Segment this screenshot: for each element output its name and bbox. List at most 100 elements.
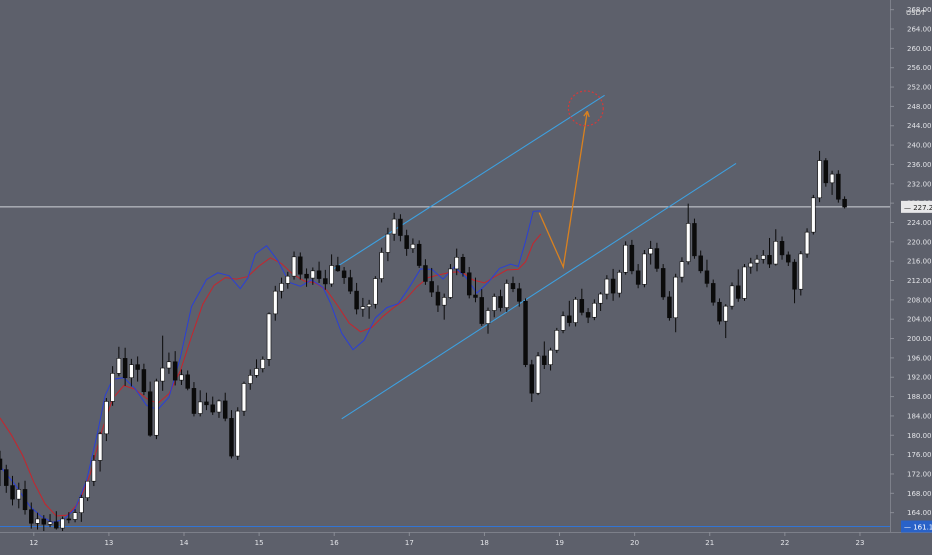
candle — [285, 271, 291, 289]
candle-body — [523, 301, 528, 365]
candle-body — [529, 364, 535, 394]
candle-body — [298, 256, 303, 275]
candle — [435, 285, 441, 312]
candle-body — [410, 243, 416, 249]
candle — [4, 464, 9, 493]
candle-body — [366, 303, 372, 307]
time-tick-label: 20 — [630, 539, 639, 547]
price-axis[interactable]: 164.00 168.00 172.00 176.00 180.00 184.00 188.… — [890, 6, 932, 517]
candle-body — [573, 299, 578, 323]
candle — [717, 298, 722, 325]
candle — [54, 511, 59, 530]
candle-body — [667, 296, 672, 319]
candle — [379, 247, 384, 283]
candle-body — [291, 256, 297, 277]
price-tick-label: 216.00 — [907, 258, 932, 266]
candle — [248, 369, 253, 390]
price-tick-label: 196.00 — [907, 354, 932, 362]
candle-body — [260, 359, 266, 369]
candle — [573, 296, 578, 327]
candle — [523, 298, 528, 368]
candle — [273, 285, 278, 321]
price-tick-label: 188.00 — [907, 393, 932, 401]
candle-body — [710, 283, 716, 303]
candle — [710, 279, 716, 306]
horizontal-lines-layer — [0, 206, 890, 528]
candle-body — [717, 301, 722, 322]
candle-body — [610, 278, 616, 294]
candle-body — [379, 252, 384, 279]
candle-body — [310, 270, 316, 279]
price-tick-label: 244.00 — [907, 122, 932, 130]
candle — [391, 212, 397, 241]
candle — [542, 341, 547, 370]
candle-body — [510, 283, 516, 290]
price-line-label-0: — 227.23 — [904, 204, 932, 212]
price-tick-label: 256.00 — [907, 64, 932, 72]
candle — [310, 267, 316, 285]
candle-body — [41, 518, 47, 525]
candle-body — [147, 391, 153, 436]
candle-body — [135, 364, 140, 370]
candle — [222, 392, 228, 422]
candle-body — [504, 283, 509, 308]
candle — [836, 170, 841, 203]
candle-body — [97, 433, 103, 461]
candle — [673, 273, 678, 333]
candle-body — [279, 283, 284, 292]
candle — [441, 293, 447, 320]
price-line-label-1: — 161.13 — [904, 524, 932, 532]
candle — [79, 494, 84, 522]
candle — [316, 261, 322, 283]
candle-body — [348, 277, 353, 292]
candle — [172, 351, 178, 386]
candle — [660, 264, 666, 300]
candle-body — [585, 312, 591, 318]
candle-body — [35, 518, 40, 524]
candle — [22, 480, 28, 515]
candle-body — [416, 243, 422, 266]
candle-body — [473, 294, 478, 298]
time-tick-label: 15 — [255, 539, 264, 547]
candle — [685, 203, 691, 265]
candle-body — [197, 401, 203, 414]
candle — [116, 346, 122, 377]
projection-path[interactable] — [538, 111, 588, 270]
channel-lines-layer — [333, 94, 737, 420]
candle-body — [79, 497, 84, 513]
candle — [823, 158, 829, 187]
candle-body — [91, 460, 97, 482]
candle-body — [60, 518, 65, 529]
candle-body — [548, 349, 553, 365]
candle-body — [648, 248, 653, 255]
price-axis-panel[interactable] — [890, 0, 932, 550]
candle — [779, 236, 785, 260]
candle-body — [448, 268, 453, 298]
candle-body — [179, 374, 184, 381]
candle-body — [460, 256, 466, 274]
candle-body — [191, 388, 197, 414]
candle — [179, 369, 184, 385]
candle — [0, 450, 3, 487]
candle — [141, 363, 147, 396]
candle — [604, 275, 610, 300]
candle-body — [335, 265, 341, 272]
candle — [761, 250, 766, 264]
candle-body — [266, 313, 272, 360]
time-axis[interactable]: 12 13 14 15 16 17 18 19 20 21 22 23 — [29, 532, 864, 547]
candle-body — [354, 290, 359, 310]
price-line-label-bg-1 — [901, 520, 932, 533]
channel-line-1[interactable] — [341, 163, 737, 420]
candle-body — [579, 299, 585, 313]
candle-body — [673, 276, 678, 319]
candles-layer — [0, 150, 847, 532]
candle-body — [479, 297, 484, 324]
target-circle[interactable] — [567, 90, 604, 127]
candle-body — [404, 235, 409, 249]
candle-body — [360, 306, 366, 310]
price-tick-label: 184.00 — [907, 412, 932, 420]
channel-line-0[interactable] — [333, 94, 605, 269]
candle — [10, 475, 15, 506]
